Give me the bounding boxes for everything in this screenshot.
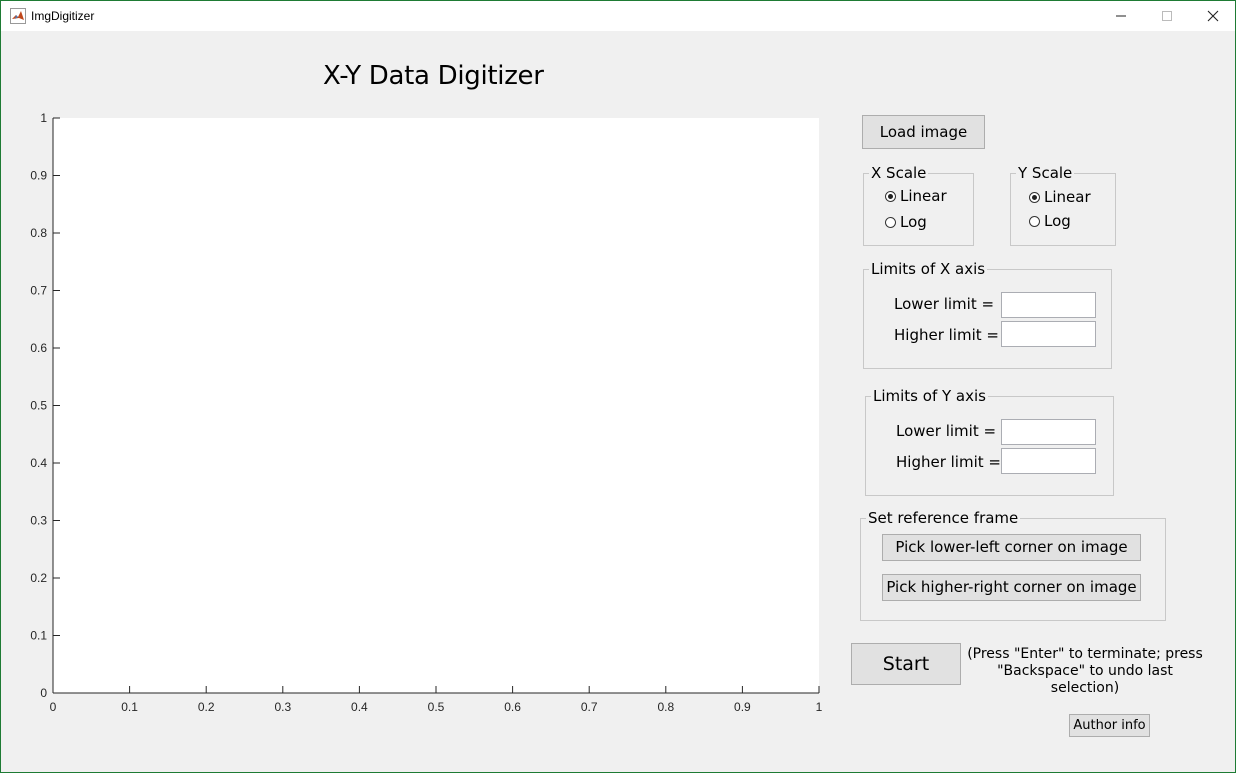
x-tick-label: 0.6 xyxy=(504,700,521,714)
pick-lower-left-button[interactable]: Pick lower-left corner on image xyxy=(882,534,1141,561)
window-title: ImgDigitizer xyxy=(31,9,95,23)
matlab-icon xyxy=(10,8,26,24)
y-linear-label: Linear xyxy=(1044,188,1091,206)
plot-area xyxy=(53,118,819,693)
load-image-button[interactable]: Load image xyxy=(862,115,985,149)
y-tick-label: 1 xyxy=(40,111,47,125)
x-limits-group: Limits of X axis xyxy=(863,260,1112,369)
y-scale-log-radio[interactable]: Log xyxy=(1029,212,1071,230)
radio-unselected-icon xyxy=(1029,215,1040,227)
minimize-icon xyxy=(1116,15,1126,17)
x-tick-label: 0.3 xyxy=(274,700,291,714)
x-tick-label: 0.8 xyxy=(657,700,674,714)
y-tick-label: 0.9 xyxy=(30,169,47,183)
plot-axes[interactable]: 0 0.1 0.2 0.3 0.4 0.5 0.6 0.7 0.8 0.9 1 0 0.1 0.2 0.3 0… xyxy=(1,101,831,721)
x-lower-limit-input[interactable] xyxy=(1001,292,1096,318)
start-hint-line2: "Backspace" to undo last selection) xyxy=(997,663,1173,696)
x-scale-linear-radio[interactable]: Linear xyxy=(885,187,947,205)
x-tick-label: 0.5 xyxy=(428,700,445,714)
close-icon xyxy=(1207,10,1219,22)
minimize-button[interactable] xyxy=(1098,1,1144,31)
pick-higher-right-button[interactable]: Pick higher-right corner on image xyxy=(882,574,1141,601)
figure-title: X-Y Data Digitizer xyxy=(323,61,544,91)
y-scale-linear-radio[interactable]: Linear xyxy=(1029,188,1091,206)
y-tick-label: 0.5 xyxy=(30,399,47,413)
y-limits-title: Limits of Y axis xyxy=(871,387,988,405)
x-higher-limit-label: Higher limit = xyxy=(894,326,999,344)
x-tick-label: 0 xyxy=(50,700,57,714)
radio-selected-icon xyxy=(885,190,896,202)
y-tick-label: 0.4 xyxy=(30,456,47,470)
y-tick-label: 0.3 xyxy=(30,514,47,528)
y-tick-label: 0 xyxy=(40,686,47,700)
y-tick-label: 0.1 xyxy=(30,629,47,643)
x-tick-label: 0.9 xyxy=(734,700,751,714)
y-lower-limit-input[interactable] xyxy=(1001,419,1096,445)
maximize-icon xyxy=(1162,11,1172,21)
close-button[interactable] xyxy=(1190,1,1236,31)
x-scale-group: X Scale xyxy=(863,164,974,246)
x-log-label: Log xyxy=(900,213,927,231)
y-limits-group: Limits of Y axis xyxy=(865,387,1114,496)
y-higher-limit-input[interactable] xyxy=(1001,448,1096,474)
x-tick-label: 0.7 xyxy=(581,700,598,714)
y-tick-label: 0.6 xyxy=(30,341,47,355)
y-scale-group: Y Scale xyxy=(1010,164,1116,246)
x-linear-label: Linear xyxy=(900,187,947,205)
maximize-button[interactable] xyxy=(1144,1,1190,31)
y-tick-label: 0.8 xyxy=(30,226,47,240)
reference-frame-group: Set reference frame xyxy=(860,509,1166,621)
x-tick-label: 0.4 xyxy=(351,700,368,714)
title-bar: ImgDigitizer xyxy=(1,1,1235,31)
y-higher-limit-label: Higher limit = xyxy=(896,453,1001,471)
y-tick-label: 0.2 xyxy=(30,571,47,585)
start-hint: (Press "Enter" to terminate; press "Back… xyxy=(965,646,1205,697)
radio-selected-icon xyxy=(1029,191,1040,203)
x-tick-label: 0.2 xyxy=(198,700,215,714)
y-log-label: Log xyxy=(1044,212,1071,230)
x-limits-title: Limits of X axis xyxy=(869,260,988,278)
x-scale-title: X Scale xyxy=(869,164,929,182)
y-lower-limit-label: Lower limit = xyxy=(896,422,997,440)
radio-unselected-icon xyxy=(885,216,896,228)
y-scale-title: Y Scale xyxy=(1016,164,1075,182)
x-higher-limit-input[interactable] xyxy=(1001,321,1096,347)
author-info-button[interactable]: Author info xyxy=(1069,714,1150,737)
reference-frame-title: Set reference frame xyxy=(866,509,1021,527)
start-button[interactable]: Start xyxy=(851,643,961,685)
x-tick-label: 1 xyxy=(816,700,823,714)
start-hint-line1: (Press "Enter" to terminate; press xyxy=(967,646,1203,662)
x-scale-log-radio[interactable]: Log xyxy=(885,213,927,231)
x-tick-label: 0.1 xyxy=(121,700,138,714)
y-tick-label: 0.7 xyxy=(30,284,47,298)
x-lower-limit-label: Lower limit = xyxy=(894,295,995,313)
